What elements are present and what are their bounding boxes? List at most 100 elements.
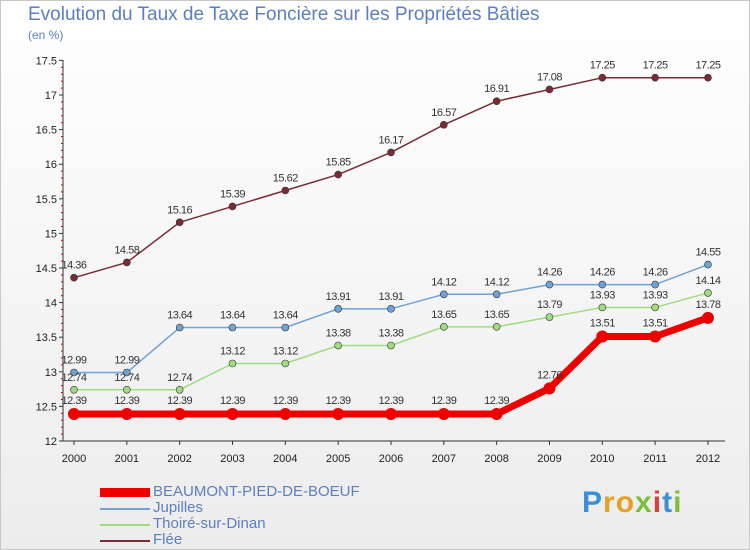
- y-tick-label: 15: [45, 228, 57, 240]
- legend-swatch: [100, 540, 150, 542]
- data-point: [704, 260, 712, 269]
- y-tick-label: 12: [45, 436, 57, 448]
- data-label: 16.57: [431, 107, 456, 119]
- x-tick-label: 2001: [115, 453, 139, 465]
- x-tick-label: 2012: [696, 453, 720, 465]
- y-tick-label: 16: [45, 159, 57, 171]
- data-point: [70, 368, 78, 377]
- x-tick-label: 2011: [643, 453, 667, 465]
- x-tick-label: 2002: [167, 453, 191, 465]
- data-label: 12.39: [114, 395, 139, 407]
- data-point: [70, 385, 78, 394]
- data-point: [596, 330, 609, 343]
- x-tick-label: 2003: [220, 453, 244, 465]
- legend-swatch: [100, 488, 150, 497]
- data-label: 17.08: [537, 71, 562, 83]
- data-label: 12.99: [61, 354, 86, 366]
- data-label: 12.39: [167, 395, 192, 407]
- x-tick-label: 2000: [62, 453, 86, 465]
- data-label: 13.65: [484, 309, 509, 321]
- data-point: [281, 186, 290, 195]
- data-point: [334, 305, 342, 313]
- data-label: 13.64: [167, 310, 192, 322]
- x-tick-label: 2005: [326, 453, 350, 465]
- y-tick-label: 12.5: [36, 401, 57, 413]
- data-label: 13.51: [590, 318, 615, 330]
- data-label: 13.93: [590, 289, 615, 301]
- data-label: 12.39: [61, 395, 86, 407]
- data-point: [175, 385, 184, 394]
- data-label: 12.74: [167, 372, 192, 384]
- data-point: [175, 218, 184, 227]
- data-point: [281, 359, 290, 368]
- x-tick-label: 2009: [537, 453, 561, 465]
- legend-label: Flée: [153, 531, 183, 548]
- data-label: 14.58: [114, 244, 139, 256]
- data-point: [123, 385, 131, 394]
- data-point: [440, 120, 448, 129]
- data-point: [598, 73, 607, 82]
- chart-title: Evolution du Taux de Taxe Foncière sur l…: [28, 4, 540, 25]
- data-label: 13.79: [537, 299, 562, 311]
- data-label: 17.25: [590, 60, 615, 72]
- data-label: 14.26: [590, 267, 615, 279]
- data-label: 13.78: [695, 299, 720, 311]
- data-label: 13.51: [643, 318, 668, 330]
- data-point: [598, 280, 607, 289]
- data-label: 14.12: [431, 276, 456, 288]
- data-label: 12.76: [537, 369, 562, 381]
- data-point: [492, 323, 501, 331]
- data-label: 17.25: [643, 60, 668, 72]
- data-point: [175, 323, 184, 332]
- data-label: 14.14: [695, 275, 720, 287]
- data-label: 12.74: [61, 372, 86, 384]
- data-label: 14.26: [537, 267, 562, 279]
- data-point: [701, 311, 714, 324]
- y-tick-label: 13: [45, 367, 57, 379]
- data-point: [279, 408, 292, 421]
- data-point: [123, 258, 131, 267]
- data-point: [332, 408, 345, 421]
- legend-label: BEAUMONT-PIED-DE-BOEUF: [153, 483, 360, 500]
- data-point: [598, 303, 607, 312]
- data-label: 17.25: [695, 60, 720, 72]
- data-point: [387, 305, 395, 313]
- x-tick-label: 2008: [484, 453, 508, 465]
- data-point: [651, 303, 659, 312]
- data-point: [228, 323, 237, 332]
- data-point: [545, 85, 554, 94]
- data-label: 12.39: [484, 395, 509, 407]
- data-label: 13.38: [378, 328, 403, 340]
- data-label: 12.39: [378, 395, 403, 407]
- data-point: [440, 323, 448, 331]
- y-tick-label: 14: [45, 298, 57, 310]
- data-label: 13.91: [378, 291, 403, 303]
- x-tick-label: 2007: [432, 453, 456, 465]
- data-point: [123, 368, 131, 377]
- data-point: [387, 341, 395, 350]
- data-label: 12.39: [431, 395, 456, 407]
- y-tick-label: 14.5: [36, 263, 57, 275]
- data-label: 12.39: [220, 395, 245, 407]
- data-label: 14.12: [484, 276, 509, 288]
- data-label: 13.65: [431, 309, 456, 321]
- data-point: [545, 313, 554, 321]
- data-point: [228, 202, 237, 211]
- data-point: [704, 289, 712, 297]
- data-point: [68, 408, 80, 421]
- data-label: 14.26: [643, 267, 668, 279]
- data-label: 15.62: [273, 172, 298, 184]
- data-point: [384, 408, 397, 421]
- data-label: 14.36: [61, 260, 86, 272]
- data-point: [490, 408, 503, 421]
- data-label: 13.91: [326, 291, 351, 303]
- y-tick-label: 13.5: [36, 332, 57, 344]
- x-tick-label: 2006: [379, 453, 403, 465]
- proxiti-logo: Proxiti: [582, 486, 683, 519]
- data-label: 13.93: [643, 289, 668, 301]
- data-label: 13.38: [326, 328, 351, 340]
- data-point: [649, 330, 662, 343]
- data-label: 16.91: [484, 83, 509, 95]
- data-point: [281, 323, 290, 332]
